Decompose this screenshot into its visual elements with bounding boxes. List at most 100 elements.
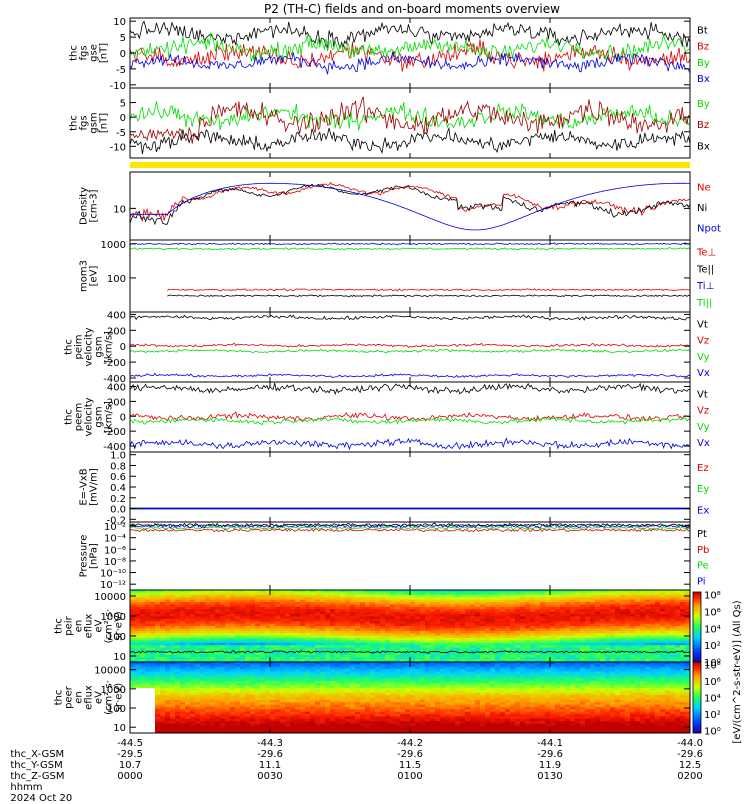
spectrogram-cell — [585, 640, 590, 643]
spectrogram-cell — [235, 686, 240, 689]
spectrogram-cell — [160, 645, 165, 648]
spectrogram-cell — [285, 597, 290, 600]
spectrogram-cell — [555, 602, 560, 605]
spectrogram-cell — [260, 609, 265, 612]
spectrogram-cell — [465, 595, 470, 598]
spectrogram-cell — [580, 626, 585, 629]
spectrogram-cell — [345, 690, 350, 693]
spectrogram-cell — [660, 607, 665, 610]
spectrogram-cell — [430, 612, 435, 615]
spectrogram-cell — [205, 633, 210, 636]
spectrogram-cell — [220, 655, 225, 658]
spectrogram-cell — [650, 631, 655, 634]
spectrogram-cell — [155, 695, 160, 698]
spectrogram-cell — [665, 645, 670, 648]
spectrogram-cell — [595, 655, 600, 658]
spectrogram-cell — [420, 655, 425, 658]
spectrogram-cell — [345, 626, 350, 629]
spectrogram-cell — [430, 633, 435, 636]
spectrogram-cell — [390, 624, 395, 627]
spectrogram-cell — [260, 619, 265, 622]
spectrogram-cell — [420, 643, 425, 646]
spectrogram-cell — [455, 643, 460, 646]
spectrogram-cell — [140, 700, 145, 703]
spectrogram-cell — [235, 714, 240, 717]
spectrogram-cell — [315, 721, 320, 724]
spectrogram-cell — [380, 609, 385, 612]
spectrogram-cell — [545, 631, 550, 634]
spectrogram-cell — [610, 648, 615, 651]
spectrogram-cell — [535, 612, 540, 615]
spectrogram-cell — [315, 600, 320, 603]
spectrogram-cell — [360, 645, 365, 648]
spectrogram-cell — [210, 633, 215, 636]
spectrogram-cell — [220, 614, 225, 617]
spectrogram-cell — [130, 712, 135, 715]
spectrogram-cell — [150, 655, 155, 658]
spectrogram-cell — [220, 676, 225, 679]
spectrogram-cell — [620, 597, 625, 600]
spectrogram-cell — [370, 638, 375, 641]
spectrogram-cell — [500, 621, 505, 624]
spectrogram-cell — [140, 640, 145, 643]
spectrogram-cell — [610, 628, 615, 631]
spectrogram-cell — [165, 721, 170, 724]
spectrogram-cell — [250, 721, 255, 724]
spectrogram-cell — [600, 631, 605, 634]
spectrogram-cell — [395, 619, 400, 622]
spectrogram-cell — [160, 702, 165, 705]
spectrogram-cell — [375, 592, 380, 595]
spectrogram-cell — [660, 652, 665, 655]
spectrogram-cell — [335, 667, 340, 670]
spectrogram-cell — [360, 624, 365, 627]
spectrogram-cell — [185, 628, 190, 631]
spectrogram-cell — [465, 648, 470, 651]
spectrogram-cell — [485, 636, 490, 639]
spectrogram-cell — [640, 643, 645, 646]
spectrogram-cell — [500, 592, 505, 595]
spectrogram-cell — [675, 604, 680, 607]
spectrogram-cell — [435, 655, 440, 658]
spectrogram-cell — [320, 657, 325, 660]
spectrogram-cell — [335, 705, 340, 708]
spectrogram-cell — [565, 592, 570, 595]
spectrogram-cell — [185, 604, 190, 607]
spectrogram-cell — [380, 597, 385, 600]
spectrogram-cell — [550, 607, 555, 610]
spectrogram-cell — [280, 595, 285, 598]
spectrogram-cell — [260, 728, 265, 731]
spectrogram-cell — [650, 648, 655, 651]
spectrogram-cell — [580, 619, 585, 622]
spectrogram-cell — [550, 592, 555, 595]
spectrogram-cell — [595, 595, 600, 598]
spectrogram-cell — [235, 657, 240, 660]
spectrogram-cell — [175, 688, 180, 691]
spectrogram-cell — [240, 648, 245, 651]
spectrogram-cell — [145, 709, 150, 712]
spectrogram-cell — [480, 643, 485, 646]
spectrogram-cell — [255, 709, 260, 712]
spectrogram-cell — [450, 643, 455, 646]
spectrogram-cell — [260, 636, 265, 639]
spectrogram-cell — [660, 631, 665, 634]
spectrogram-cell — [320, 607, 325, 610]
spectrogram-cell — [515, 643, 520, 646]
spectrogram-cell — [660, 609, 665, 612]
spectrogram-cell — [140, 707, 145, 710]
spectrogram-cell — [565, 638, 570, 641]
spectrogram-cell — [240, 716, 245, 719]
spectrogram-cell — [155, 626, 160, 629]
spectrogram-cell — [145, 612, 150, 615]
spectrogram-cell — [585, 638, 590, 641]
spectrogram-cell — [430, 648, 435, 651]
spectrogram-cell — [555, 640, 560, 643]
spectrogram-cell — [190, 676, 195, 679]
spectrogram-cell — [315, 645, 320, 648]
spectrogram-cell — [530, 628, 535, 631]
spectrogram-cell — [370, 595, 375, 598]
spectrogram-cell — [240, 709, 245, 712]
spectrogram-cell — [255, 624, 260, 627]
spectrogram-cell — [530, 633, 535, 636]
spectrogram-cell — [630, 604, 635, 607]
spectrogram-cell — [430, 621, 435, 624]
